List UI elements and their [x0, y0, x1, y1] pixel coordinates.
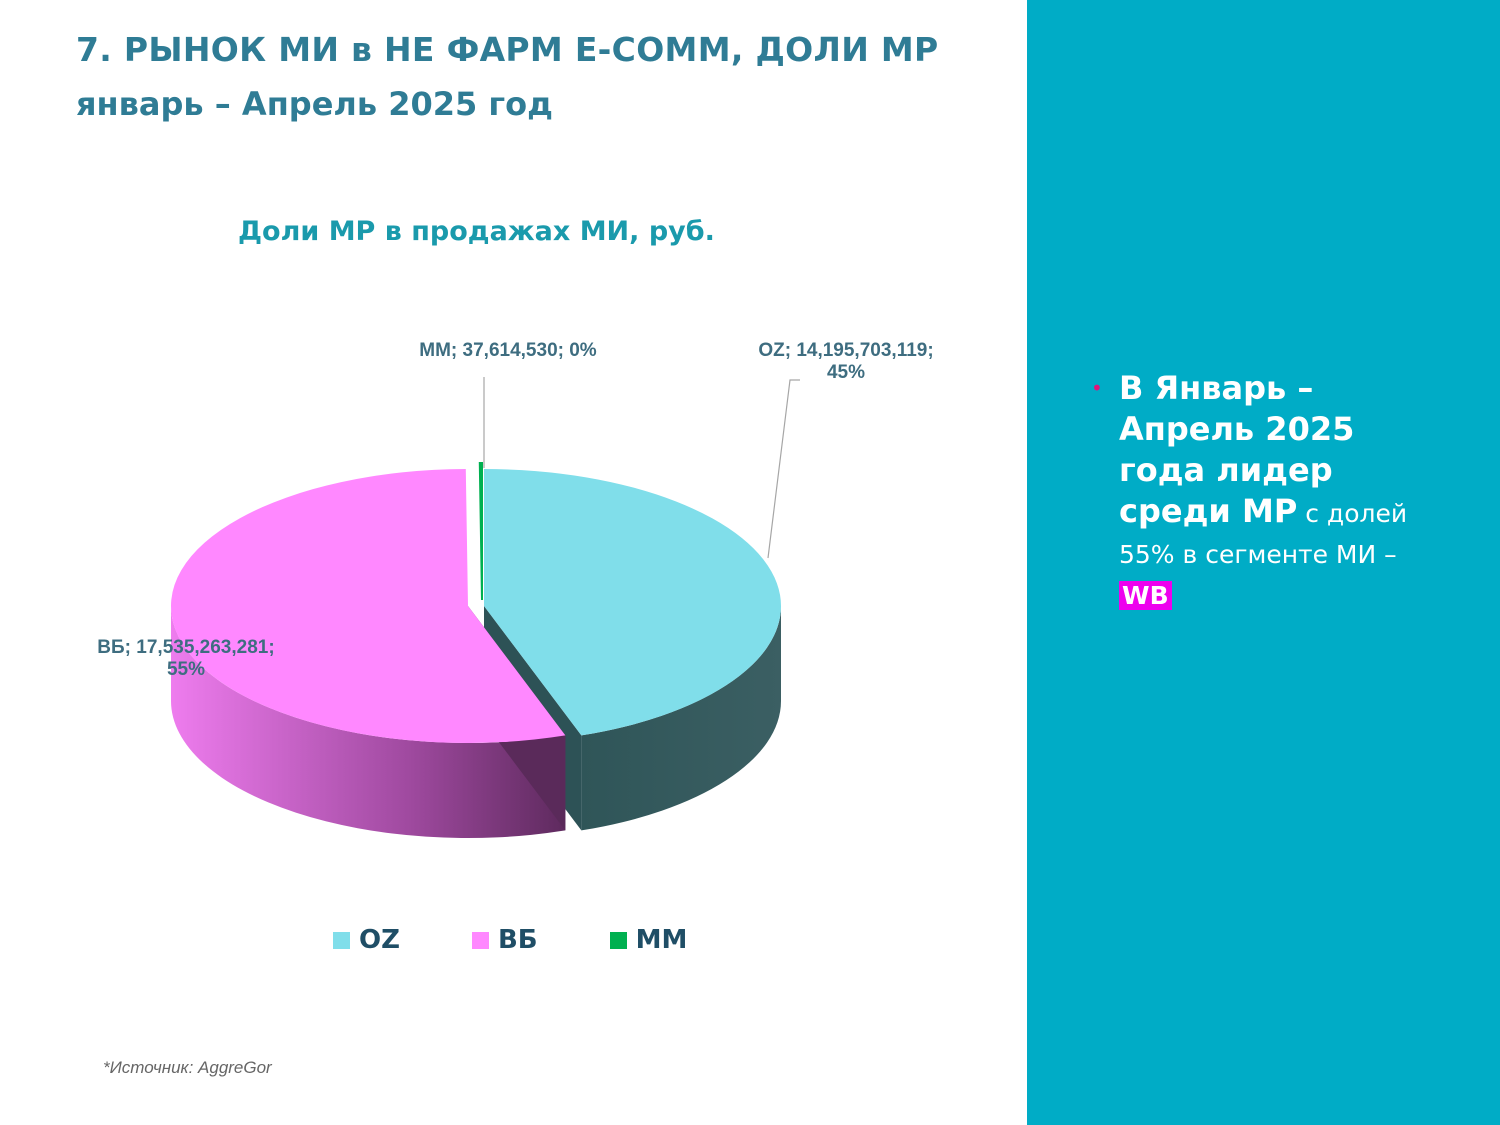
pie-slice-oz: [484, 469, 781, 736]
bullet-icon: •: [1091, 376, 1103, 400]
pie-slices: [171, 461, 781, 839]
data-label-mm: ММ; 37,614,530; 0%: [419, 340, 597, 361]
slide-subtitle: январь – Апрель 2025 год: [76, 85, 553, 123]
label-leader-lines: [483, 377, 800, 559]
pie-slice-vb: [171, 469, 566, 743]
chart-title: Доли МР в продажах МИ, руб.: [238, 216, 715, 247]
pie-data-labels: OZ; 14,195,703,119; 45% ВБ; 17,535,263,281…: [97, 340, 933, 680]
pie-side-oz: [581, 606, 781, 831]
legend-item-mm: ММ: [609, 925, 688, 955]
leader-line-oz: [767, 379, 800, 559]
slide-title: 7. РЫНОК МИ в НЕ ФАРМ E-COMM, ДОЛИ МР: [76, 30, 939, 69]
side-panel: • В Январь – Апрель 2025 года лидер сред…: [1027, 0, 1500, 1125]
legend-item-vb: ВБ: [471, 925, 538, 955]
pie-slice-mm: [478, 461, 483, 601]
data-label-oz-line: 45%: [827, 362, 865, 383]
side-bullet-highlight: WB: [1119, 581, 1172, 610]
legend-swatch-mm: [609, 931, 627, 949]
side-bullet-normal: с долей 55% в сегменте МИ –: [1119, 499, 1408, 569]
legend-swatch-vb: [471, 931, 489, 949]
data-label-oz-line: OZ; 14,195,703,119;: [758, 340, 933, 361]
source-note: *Источник: AggreGor: [103, 1058, 272, 1077]
pie-side-vb: [171, 606, 566, 839]
side-bullet: • В Январь – Апрель 2025 года лидер сред…: [1091, 368, 1439, 616]
legend-label-mm: ММ: [635, 925, 688, 955]
legend-swatch-oz: [333, 931, 350, 949]
pie-chart: OZ; 14,195,703,119; 45% ВБ; 17,535,263,281…: [97, 340, 934, 839]
legend-label-oz: OZ: [359, 925, 400, 955]
data-label-vb: ВБ; 17,535,263,281; 55%: [97, 637, 274, 680]
data-label-vb-line: 55%: [167, 659, 205, 680]
side-bullet-strong: В Январь – Апрель 2025 года лидер среди …: [1119, 369, 1355, 530]
legend-item-oz: OZ: [333, 925, 400, 955]
legend-label-vb: ВБ: [497, 925, 538, 955]
chart-legend: OZ ВБ ММ: [333, 925, 687, 955]
data-label-mm-line: ММ; 37,614,530; 0%: [419, 340, 597, 361]
data-label-oz: OZ; 14,195,703,119; 45%: [758, 340, 933, 383]
data-label-vb-line: ВБ; 17,535,263,281;: [97, 637, 274, 658]
